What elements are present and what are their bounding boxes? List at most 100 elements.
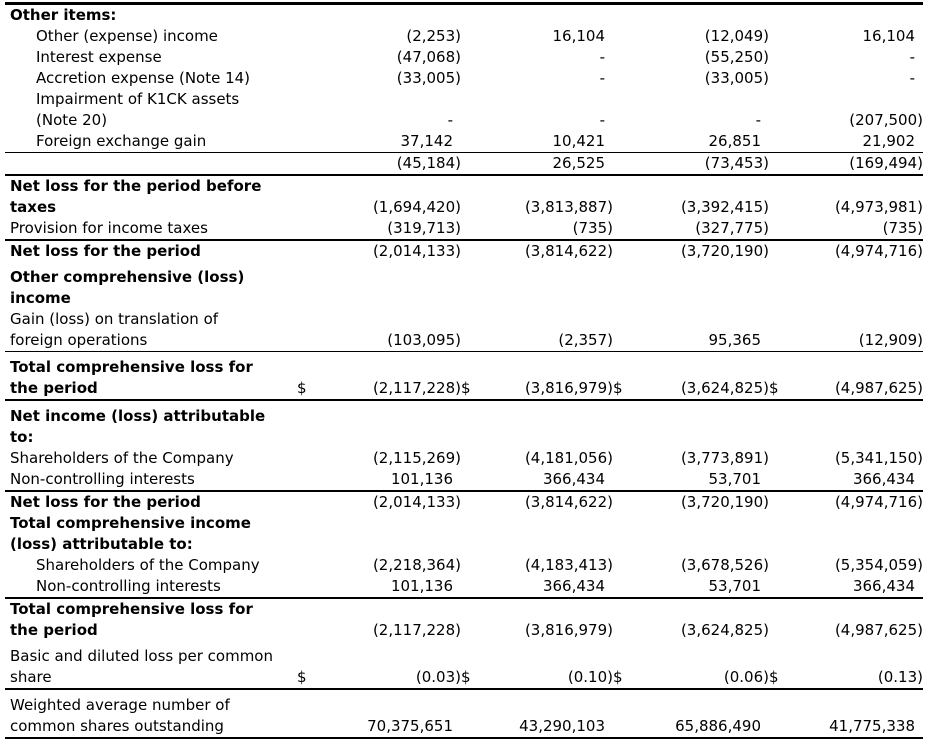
currency-symbol (613, 262, 629, 309)
currency-symbol (297, 689, 315, 738)
currency-symbol: $ (769, 351, 785, 401)
value-cell: (3,814,622) (524, 242, 613, 260)
value-cell: 70,375,651 (367, 717, 453, 735)
row-label: Foreign exchange gain (5, 131, 297, 153)
value-cell: 43,290,103 (519, 717, 605, 735)
value-cell: (33,005) (396, 69, 461, 87)
row-label: Shareholders of the Company (36, 556, 260, 574)
value-cell: (73,453) (629, 152, 769, 176)
value-cell: (4,181,056) (524, 449, 613, 467)
value-cell (315, 400, 461, 448)
currency-symbol (297, 513, 315, 555)
value-cell (629, 400, 769, 448)
value-cell (785, 262, 923, 309)
value-cell: (3,720,190) (680, 493, 769, 511)
row-label: Accretion expense (Note 14) (36, 69, 251, 87)
value-cell: 37,142 (315, 131, 461, 153)
currency-symbol (461, 469, 477, 492)
table-row: Basic and diluted loss per common share $… (5, 641, 923, 690)
currency-symbol (297, 598, 315, 641)
value-cell: (4,973,981) (834, 198, 923, 216)
currency-symbol: $ (461, 351, 477, 401)
currency-symbol (613, 131, 629, 153)
currency-symbol (769, 576, 785, 599)
currency-symbol (613, 47, 629, 68)
table-row: Shareholders of the Company (2,115,269) (4… (5, 448, 923, 469)
currency-symbol (613, 576, 629, 599)
currency-symbol (769, 26, 785, 47)
value-cell: 26,525 (477, 152, 613, 176)
currency-symbol (461, 175, 477, 218)
value-cell: - (599, 69, 605, 87)
currency-symbol (613, 598, 629, 641)
currency-symbol (769, 689, 785, 738)
currency-symbol (769, 218, 785, 241)
value-cell: (103,095) (315, 309, 461, 352)
value-cell: (2,357) (477, 309, 613, 352)
currency-symbol (769, 598, 785, 641)
currency-symbol (297, 218, 315, 241)
value-cell: (207,500) (849, 111, 923, 129)
currency-symbol (769, 47, 785, 68)
currency-symbol: $ (613, 641, 629, 690)
value-cell: (33,005) (704, 69, 769, 87)
value-cell: (12,909) (785, 309, 923, 352)
currency-symbol (461, 218, 477, 241)
currency-symbol (769, 175, 785, 218)
currency-symbol (461, 26, 477, 47)
currency-symbol (769, 131, 785, 153)
value-cell: 26,851 (629, 131, 769, 153)
value-cell: (2,014,133) (372, 493, 461, 511)
value-cell (785, 400, 923, 448)
table-row: Total comprehensive loss for the period (… (5, 598, 923, 641)
currency-symbol (461, 4, 477, 27)
row-label: Weighted average number of common shares… (10, 696, 230, 735)
value-cell: (5,354,059) (834, 556, 923, 574)
value-cell: 101,136 (315, 469, 461, 492)
currency-symbol (613, 68, 629, 89)
row-label: Interest expense (36, 48, 162, 66)
value-cell: (2,115,269) (372, 449, 461, 467)
value-cell: (4,987,625) (785, 351, 923, 401)
currency-symbol (297, 131, 315, 153)
currency-symbol (613, 89, 629, 131)
row-label: Net loss for the period (10, 242, 201, 260)
table-row: Other items: (5, 4, 923, 27)
currency-symbol (613, 175, 629, 218)
row-label: Impairment of K1CK assets (Note 20) (36, 90, 240, 129)
value-cell: (3,814,622) (524, 493, 613, 511)
value-cell: (3,816,979) (524, 621, 613, 639)
row-label: Total comprehensive loss for the period (10, 600, 253, 639)
value-cell: (3,813,887) (524, 198, 613, 216)
currency-symbol (297, 262, 315, 309)
table-row: Impairment of K1CK assets (Note 20) - - - (2… (5, 89, 923, 131)
value-cell: (2,253) (406, 27, 461, 45)
currency-symbol (297, 89, 315, 131)
currency-symbol (297, 47, 315, 68)
row-label: Total comprehensive loss for the period (5, 351, 297, 401)
value-cell: (327,775) (629, 218, 769, 241)
value-cell: (3,624,825) (629, 351, 769, 401)
currency-symbol (769, 152, 785, 176)
table-row: Other (expense) income (2,253) 16,104 (12,0… (5, 26, 923, 47)
currency-symbol (613, 491, 629, 513)
value-cell: (735) (785, 218, 923, 241)
table-row: (45,184) 26,525 (73,453) (169,494) (5, 152, 923, 176)
currency-symbol (461, 598, 477, 641)
currency-symbol (769, 240, 785, 262)
value-cell: (3,392,415) (680, 198, 769, 216)
currency-symbol (297, 555, 315, 576)
currency-symbol (297, 309, 315, 352)
value-cell: (319,713) (315, 218, 461, 241)
table-row: Foreign exchange gain 37,142 10,421 26,851 2… (5, 131, 923, 153)
value-cell: 95,365 (629, 309, 769, 352)
currency-symbol (461, 576, 477, 599)
value-cell: 53,701 (629, 469, 769, 492)
value-cell: (5,341,150) (834, 449, 923, 467)
currency-symbol (461, 262, 477, 309)
currency-symbol (461, 513, 477, 555)
row-label: Non-controlling interests (5, 576, 297, 599)
currency-symbol (769, 513, 785, 555)
table-row: Interest expense (47,068) - (55,250) - (5, 47, 923, 68)
row-label: Net loss for the period before taxes (10, 177, 262, 216)
